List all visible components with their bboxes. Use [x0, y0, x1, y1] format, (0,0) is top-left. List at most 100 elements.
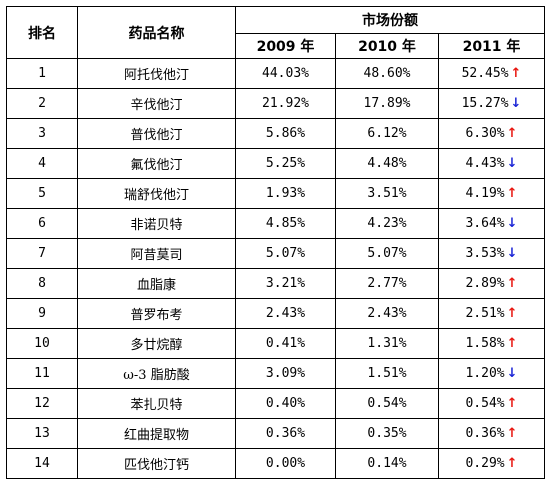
rank-cell-text: 13	[34, 426, 50, 441]
year-2009-header: 2009 年	[235, 33, 336, 59]
drug-name-cell-text: 辛伐他汀	[130, 98, 183, 113]
share-2011-cell-text: 3.53%	[465, 246, 505, 261]
table-row: 7 阿昔莫司 5.07% 5.07% 3.53% ↓	[6, 238, 545, 269]
drug-name-cell: 氟伐他汀	[77, 148, 236, 179]
drug-name-cell-text: 阿昔莫司	[130, 248, 183, 263]
rank-cell-text: 10	[34, 336, 50, 351]
share-2009-cell-text: 3.09%	[265, 366, 306, 381]
drug-name-header: 药品名称	[77, 6, 236, 59]
share-2010-cell-text: 1.51%	[367, 366, 407, 381]
arrow-up-icon: ↑	[506, 456, 518, 471]
drug-name-cell: 阿昔莫司	[77, 238, 236, 269]
rank-cell-text: 8	[38, 276, 46, 291]
rank-cell: 13	[6, 418, 78, 449]
rank-cell-text: 14	[34, 456, 50, 471]
share-2010-cell: 2.77%	[335, 268, 439, 299]
share-2010-cell: 0.54%	[335, 388, 439, 419]
share-2009-cell-text: 0.41%	[265, 336, 306, 351]
rank-header: 排名	[6, 6, 78, 59]
share-2011-cell: 4.43% ↓	[438, 148, 545, 179]
rank-cell-text: 2	[38, 96, 46, 111]
rank-cell: 1	[6, 58, 78, 89]
share-2010-cell-text: 0.35%	[367, 426, 407, 441]
share-2010-cell-text: 0.54%	[367, 396, 407, 411]
drug-name-cell: 苯扎贝特	[77, 388, 236, 419]
drug-name-cell-text: 苯扎贝特	[130, 398, 183, 413]
rank-cell-text: 9	[38, 306, 46, 321]
share-2009-cell: 5.25%	[235, 148, 336, 179]
arrow-up-icon: ↑	[506, 426, 518, 441]
rank-cell-text: 12	[34, 396, 50, 411]
rank-cell: 9	[6, 298, 78, 329]
table-row: 4 氟伐他汀 5.25% 4.48% 4.43% ↓	[6, 148, 545, 179]
drug-name-cell: 匹伐他汀钙	[77, 448, 236, 479]
share-2010-cell: 4.23%	[335, 208, 439, 239]
share-2011-cell: 0.36% ↑	[438, 418, 545, 449]
arrow-up-icon: ↑	[506, 276, 518, 291]
share-2009-cell-text: 0.36%	[265, 426, 306, 441]
share-2009-cell: 1.93%	[235, 178, 336, 209]
share-2009-cell-text: 0.40%	[265, 396, 306, 411]
share-2009-cell-text: 44.03%	[262, 66, 309, 81]
share-2010-cell: 6.12%	[335, 118, 439, 149]
share-2011-cell: 1.58% ↑	[438, 328, 545, 359]
share-2010-cell-text: 2.43%	[367, 306, 407, 321]
arrow-down-icon: ↓	[506, 246, 518, 261]
arrow-up-icon: ↑	[506, 336, 518, 351]
rank-cell-text: 6	[38, 216, 46, 231]
arrow-up-icon: ↑	[506, 396, 518, 411]
share-2009-cell: 4.85%	[235, 208, 336, 239]
share-2009-cell: 2.43%	[235, 298, 336, 329]
arrow-up-icon: ↑	[506, 126, 518, 141]
drug-name-cell: 阿托伐他汀	[77, 58, 236, 89]
drug-name-cell-text: 阿托伐他汀	[123, 68, 189, 83]
share-2009-cell: 21.92%	[235, 88, 336, 119]
share-2009-cell: 5.07%	[235, 238, 336, 269]
share-2009-cell: 0.00%	[235, 448, 336, 479]
drug-name-cell-text: 普伐他汀	[130, 128, 183, 143]
drug-name-cell-text: ω-3 脂肪酸	[123, 368, 190, 383]
rank-cell: 8	[6, 268, 78, 299]
share-2011-cell: 3.53% ↓	[438, 238, 545, 269]
rank-cell: 10	[6, 328, 78, 359]
arrow-up-icon: ↑	[506, 186, 518, 201]
share-2011-cell: 6.30% ↑	[438, 118, 545, 149]
rank-cell: 11	[6, 358, 78, 389]
share-2011-cell: 1.20% ↓	[438, 358, 545, 389]
share-2011-cell-text: 0.36%	[465, 426, 505, 441]
rank-cell-text: 11	[34, 366, 50, 381]
share-2009-cell-text: 5.86%	[265, 126, 306, 141]
drug-name-cell: 血脂康	[77, 268, 236, 299]
share-2011-cell: 15.27% ↓	[438, 88, 545, 119]
share-2009-cell-text: 1.93%	[265, 186, 306, 201]
share-2009-cell: 3.09%	[235, 358, 336, 389]
share-2011-cell-text: 2.89%	[465, 276, 505, 291]
drug-name-cell: 多廿烷醇	[77, 328, 236, 359]
share-2010-cell-text: 4.23%	[367, 216, 407, 231]
share-2010-cell-text: 48.60%	[363, 66, 411, 81]
rank-cell: 2	[6, 88, 78, 119]
table-row: 9 普罗布考 2.43% 2.43% 2.51% ↑	[6, 298, 545, 329]
table-row: 5 瑞舒伐他汀 1.93% 3.51% 4.19% ↑	[6, 178, 545, 209]
share-2010-cell: 3.51%	[335, 178, 439, 209]
rank-cell-text: 4	[38, 156, 46, 171]
rank-cell: 6	[6, 208, 78, 239]
share-2011-cell-text: 4.43%	[465, 156, 505, 171]
share-2009-cell-text: 21.92%	[262, 96, 309, 111]
drug-name-cell-text: 血脂康	[136, 278, 176, 293]
drug-name-cell: 普罗布考	[77, 298, 236, 329]
drug-name-cell-text: 非诺贝特	[130, 218, 183, 233]
share-2010-cell: 5.07%	[335, 238, 439, 269]
rank-cell: 5	[6, 178, 78, 209]
arrow-down-icon: ↓	[506, 216, 518, 231]
table-row: 10 多廿烷醇 0.41% 1.31% 1.58% ↑	[6, 328, 545, 359]
share-2011-cell-text: 0.29%	[465, 456, 505, 471]
share-2011-cell-text: 0.54%	[465, 396, 505, 411]
drug-name-cell: 辛伐他汀	[77, 88, 236, 119]
share-2009-cell: 0.41%	[235, 328, 336, 359]
drug-name-cell: ω-3 脂肪酸	[77, 358, 236, 389]
table-row: 11 ω-3 脂肪酸 3.09% 1.51% 1.20% ↓	[6, 358, 545, 389]
table-row: 6 非诺贝特 4.85% 4.23% 3.64% ↓	[6, 208, 545, 239]
share-2011-cell: 0.54% ↑	[438, 388, 545, 419]
arrow-down-icon: ↓	[510, 96, 522, 111]
